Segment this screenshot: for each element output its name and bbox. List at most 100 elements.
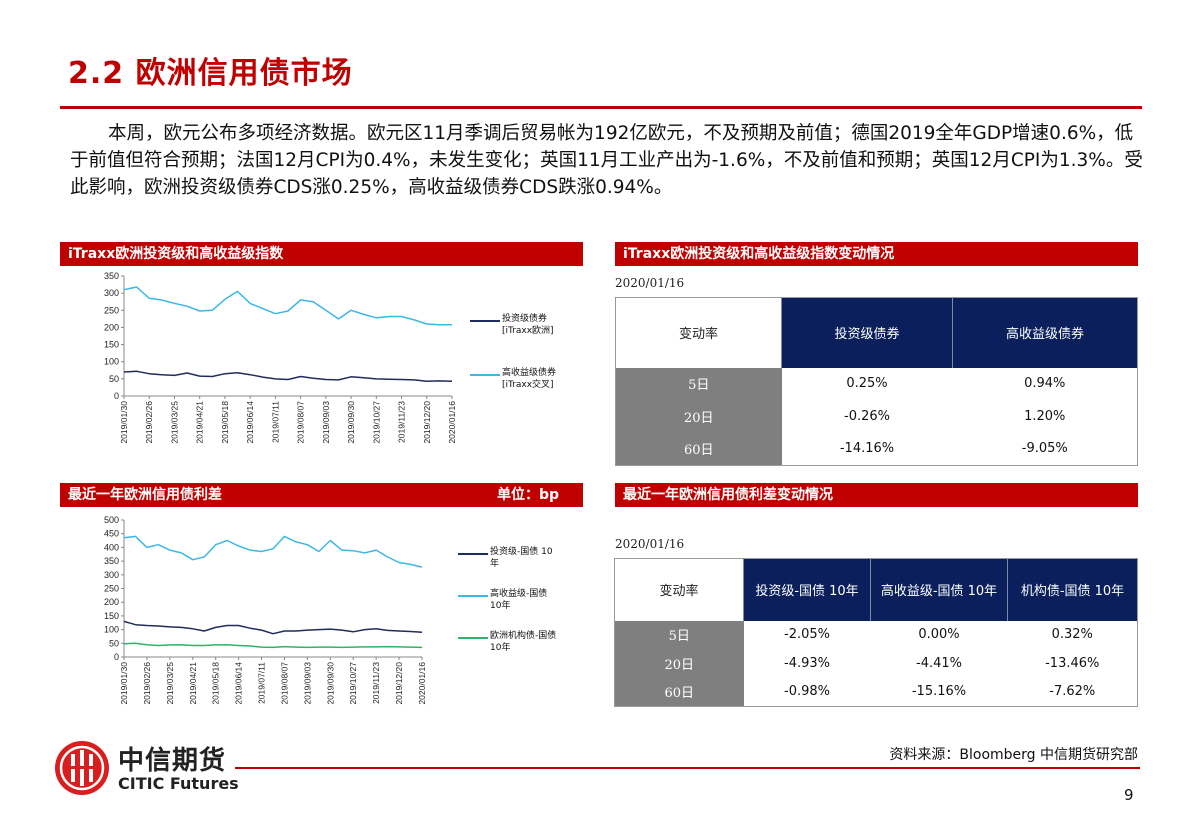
legend-label: 10年 (490, 601, 511, 611)
x-tick-label: 2020/01/16 (447, 401, 457, 444)
legend-label: 欧洲机构债-国债 (490, 631, 557, 641)
x-tick-label: 2019/08/07 (296, 401, 306, 444)
row-label: 60日 (614, 677, 744, 707)
cell: 1.20% (952, 399, 1138, 433)
legend-item-ig-gov: 投资级-国债 10 年 (458, 546, 553, 570)
chart2-legend: 投资级-国债 10 年 高收益级-国债 10年 欧洲机构债-国债 10年 (458, 546, 583, 666)
chart2-title: 最近一年欧洲信用债利差 (68, 487, 222, 503)
y-tick-label: 50 (109, 374, 119, 384)
legend-item-hy-gov: 高收益级-国债 10年 (458, 588, 547, 612)
legend-label: [iTraxx交叉] (502, 380, 554, 390)
y-tick-label: 350 (104, 556, 119, 566)
summary-paragraph: 本周，欧元公布多项经济数据。欧元区11月季调后贸易帐为192亿欧元，不及预期及前… (70, 123, 1143, 198)
legend-swatch (470, 374, 500, 376)
row-label: 60日 (615, 432, 782, 466)
legend-label: 高收益级债券 (502, 368, 557, 378)
cell: -4.93% (743, 648, 871, 678)
legend-item-agency-gov: 欧洲机构债-国债 10年 (458, 630, 556, 654)
cell: 0.32% (1007, 620, 1138, 649)
legend-item-investment-grade: 投资级债券 [iTraxx欧洲] (470, 313, 554, 337)
table2-col-header: 高收益级-国债 10年 (870, 558, 1008, 621)
cell: 0.25% (781, 367, 953, 400)
y-tick-label: 0 (114, 652, 119, 662)
x-tick-label: 2019/04/21 (188, 662, 198, 705)
chart2-header: 最近一年欧洲信用债利差 单位：bp (60, 483, 583, 507)
itraxx-index-chart: 0 50 100 150 200 250 300 350 2019/01/30 2019/02/2… (104, 271, 457, 444)
x-tick-label: 2019/05/18 (220, 401, 230, 444)
page-title: 2.2 欧洲信用债市场 (68, 56, 353, 91)
table-row: 20日 -4.93% -4.41% -13.46% (614, 648, 1138, 678)
series-line (123, 642, 423, 649)
y-tick-label: 100 (104, 357, 119, 367)
legend-swatch (470, 320, 500, 322)
cell: -4.41% (870, 648, 1008, 678)
cell: -7.62% (1007, 677, 1138, 707)
cell: -2.05% (743, 620, 871, 649)
legend-label: 10年 (490, 643, 511, 653)
x-tick-label: 2019/01/30 (119, 662, 129, 705)
logo-text-cn: 中信期货 (118, 746, 227, 776)
row-label: 5日 (614, 620, 744, 649)
x-tick-label: 2019/09/03 (302, 662, 312, 705)
x-tick-label: 2019/07/11 (257, 662, 267, 704)
cell: -13.46% (1007, 648, 1138, 678)
table2-date: 2020/01/16 (615, 537, 685, 551)
y-tick-label: 200 (104, 597, 119, 607)
series-line (123, 370, 453, 383)
x-tick-label: 2019/06/14 (234, 662, 244, 705)
x-tick-label: 2019/03/25 (165, 662, 175, 705)
legend-label: 投资级债券 (502, 314, 548, 324)
table2-header: 最近一年欧洲信用债利差变动情况 (615, 483, 1138, 507)
table1-date: 2020/01/16 (615, 276, 685, 290)
legend-label: 投资级-国债 10 (490, 547, 553, 557)
table1-col-header: 高收益级债券 (952, 297, 1138, 368)
y-tick-label: 300 (104, 570, 119, 580)
title-divider (60, 106, 1142, 109)
table-row: 60日 -14.16% -9.05% (615, 432, 1138, 466)
row-label: 20日 (615, 399, 782, 433)
y-tick-label: 200 (104, 322, 119, 332)
table2-col-header: 机构债-国债 10年 (1007, 558, 1138, 621)
x-tick-label: 2019/12/20 (422, 401, 432, 444)
footer-divider (235, 767, 1140, 769)
page-number: 9 (1124, 786, 1134, 804)
table-row: 20日 -0.26% 1.20% (615, 399, 1138, 433)
table1-header: iTraxx欧洲投资级和高收益级指数变动情况 (615, 242, 1138, 266)
x-tick-label: 2019/09/03 (321, 401, 331, 444)
y-tick-label: 450 (104, 529, 119, 539)
y-tick-label: 100 (104, 625, 119, 635)
y-tick-label: 300 (104, 288, 119, 298)
y-tick-label: 250 (104, 584, 119, 594)
chart1-header: iTraxx欧洲投资级和高收益级指数 (60, 242, 583, 266)
table1-col-header: 投资级债券 (781, 297, 953, 368)
x-tick-label: 2019/10/27 (348, 662, 358, 705)
x-tick-label: 2019/10/27 (371, 401, 381, 444)
legend-label: 高收益级-国债 (490, 589, 548, 599)
source-note: 资料来源：Bloomberg 中信期货研究部 (889, 747, 1138, 763)
x-tick-label: 2019/03/25 (169, 401, 179, 444)
legend-swatch (458, 595, 488, 597)
credit-spread-chart: 0 50 100 150 200 250 300 350 400 450 500 2019/01/30… (104, 515, 427, 705)
x-tick-label: 2019/07/11 (270, 401, 280, 443)
x-tick-label: 2020/01/16 (417, 662, 427, 705)
cell: -15.16% (870, 677, 1008, 707)
cell: -0.26% (781, 399, 953, 433)
y-tick-label: 150 (104, 340, 119, 350)
y-tick-label: 350 (104, 271, 119, 281)
table2-title: 最近一年欧洲信用债利差变动情况 (623, 487, 833, 503)
series-line (123, 286, 452, 326)
x-tick-label: 2019/01/30 (119, 401, 129, 444)
x-tick-label: 2019/02/26 (142, 662, 152, 705)
table1-title: iTraxx欧洲投资级和高收益级指数变动情况 (623, 246, 895, 262)
table-row: 60日 -0.98% -15.16% -7.62% (614, 677, 1138, 707)
itraxx-change-table: 变动率 投资级债券 高收益级债券 5日 0.25% 0.94% 20日 -0.26% 1… (615, 297, 1138, 466)
x-tick-label: 2019/08/07 (279, 662, 289, 705)
y-tick-label: 250 (104, 305, 119, 315)
row-label: 20日 (614, 648, 744, 678)
legend-swatch (458, 637, 488, 639)
chart1-title: iTraxx欧洲投资级和高收益级指数 (68, 246, 284, 262)
cell: -0.98% (743, 677, 871, 707)
series-line (123, 535, 423, 568)
spread-change-table: 变动率 投资级-国债 10年 高收益级-国债 10年 机构债-国债 10年 5日… (614, 558, 1138, 707)
citic-logo-icon (55, 741, 109, 795)
